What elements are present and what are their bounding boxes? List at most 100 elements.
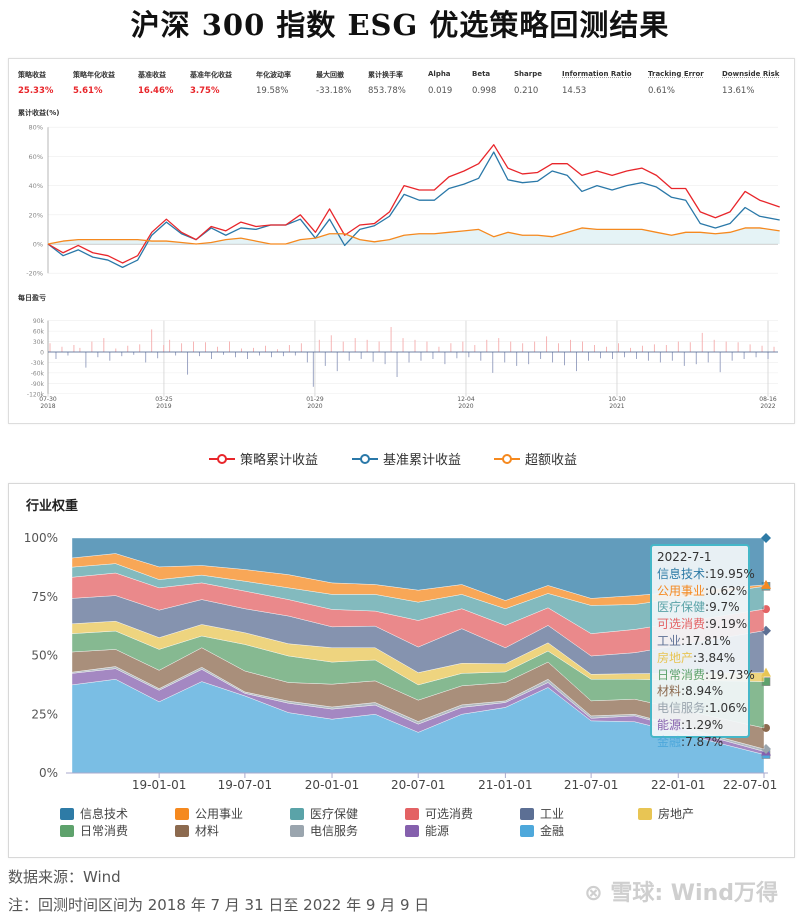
- tooltip-colon: :: [681, 717, 686, 732]
- watermark-text: 雪球: Wind万得: [610, 881, 778, 906]
- legend-label: 策略累计收益: [240, 453, 319, 468]
- legend-item-房地产[interactable]: 房地产: [638, 805, 694, 822]
- legend-label: 基准累计收益: [383, 453, 462, 468]
- legend-item-可选消费[interactable]: 可选消费: [405, 805, 473, 822]
- cumulative-return-label: 累计收益(%): [18, 109, 60, 117]
- x-tick-label: 08-16: [759, 396, 777, 403]
- tooltip-row: 材料:8.94%: [657, 683, 748, 700]
- x-tick-label: 19-07-01: [218, 778, 272, 792]
- marker-diamond-icon: [761, 533, 771, 543]
- legend-label: 工业: [540, 807, 565, 821]
- tooltip-value: 19.73%: [709, 667, 755, 682]
- y-tick-label: 0%: [33, 241, 43, 249]
- y-tick-label: 40%: [29, 182, 43, 190]
- x-tick-year: 2020: [458, 403, 473, 410]
- x-tick-label: 12-04: [457, 396, 475, 403]
- tooltip-series-name: 电信服务: [657, 701, 706, 716]
- footnote: 注：回测时间区间为 2018 年 7 月 31 日至 2022 年 9 月 9 …: [8, 896, 430, 914]
- metric-value: 0.61%: [648, 86, 676, 96]
- legend-item-strategy[interactable]: 策略累计收益: [209, 449, 318, 468]
- tooltip-colon: :: [681, 633, 686, 648]
- legend-item-excess[interactable]: 超额收益: [494, 449, 577, 468]
- tooltip-colon: :: [705, 566, 710, 581]
- legend-swatch-icon: [290, 824, 304, 837]
- legend-item-公用事业[interactable]: 公用事业: [175, 805, 243, 822]
- x-tick-label: 20-07-01: [391, 778, 445, 792]
- tooltip-colon: :: [693, 650, 698, 665]
- legend-item-电信服务[interactable]: 电信服务: [290, 822, 358, 839]
- legend-line-icon: [209, 452, 235, 466]
- tooltip-colon: :: [705, 667, 710, 682]
- y-tick-label: -90k: [31, 381, 45, 388]
- metric-label: Beta: [472, 70, 491, 78]
- legend-item-材料[interactable]: 材料: [175, 822, 219, 839]
- metric-value: 0.019: [428, 86, 453, 96]
- metric-label: 累计换手率: [368, 71, 403, 79]
- data-source: 数据来源：Wind: [8, 868, 121, 886]
- legend-swatch-icon: [520, 824, 534, 837]
- tooltip-value: 9.7%: [709, 600, 740, 615]
- x-tick-year: 2021: [609, 403, 624, 410]
- tooltip-value: 17.81%: [685, 633, 731, 648]
- tooltip-series-name: 日常消费: [657, 667, 706, 682]
- x-tick-label: 03-25: [155, 396, 173, 403]
- metric-value: 13.61%: [722, 86, 755, 96]
- legend-item-benchmark[interactable]: 基准累计收益: [352, 449, 461, 468]
- metric-label: 年化波动率: [256, 71, 291, 79]
- metric-label: Downside Risk: [722, 70, 780, 78]
- tooltip-colon: :: [705, 617, 710, 632]
- metric-label: Sharpe: [514, 70, 542, 78]
- tooltip: 2022-7-1 信息技术:19.95% 公用事业:0.62% 医疗保健:9.7% 可…: [650, 544, 755, 749]
- metric-value: 16.46%: [138, 86, 174, 96]
- x-tick-label: 21-07-01: [564, 778, 618, 792]
- series-line-strategy: [47, 144, 780, 264]
- y-tick-label: 60%: [29, 153, 43, 161]
- x-tick-year: 2022: [760, 403, 775, 410]
- industry-weight-chart: 100% 75% 50% 25% 0% 19-01-01 19-07-01 20-01-01 2…: [24, 531, 778, 792]
- legend-label: 医疗保健: [310, 807, 359, 821]
- cumulative-return-chart: 80% 60% 40% 20% 0% -20%: [26, 124, 780, 278]
- watermark-logo: ⊗ 雪球: Wind万得: [584, 881, 778, 906]
- tooltip-row: 金融:7.87%: [657, 734, 748, 751]
- tooltip-value: 8.94%: [685, 684, 724, 699]
- legend-swatch-icon: [60, 824, 74, 837]
- x-tick-label: 10-10: [608, 396, 626, 403]
- legend-item-日常消费[interactable]: 日常消费: [60, 822, 128, 839]
- x-tick-year: 2020: [307, 403, 322, 410]
- legend-item-金融[interactable]: 金融: [520, 822, 564, 839]
- tooltip-series-name: 工业: [657, 633, 682, 648]
- legend-item-能源[interactable]: 能源: [405, 822, 449, 839]
- metric-value: 5.61%: [73, 86, 103, 96]
- marker-triangle-icon: [761, 579, 771, 589]
- legend-item-医疗保健[interactable]: 医疗保健: [290, 805, 358, 822]
- legend-swatch-icon: [405, 807, 419, 820]
- y-tick-label: 100%: [24, 531, 58, 545]
- metric-label: Alpha: [428, 70, 451, 78]
- marker-triangle-icon: [761, 667, 771, 677]
- tooltip-date: 2022-7-1: [657, 550, 712, 564]
- metric-label: 基准收益: [138, 71, 166, 79]
- legend-label: 超额收益: [525, 453, 578, 468]
- y-tick-label: 30k: [33, 339, 45, 346]
- x-tick-label: 22-01-01: [651, 778, 705, 792]
- legend-label: 材料: [195, 824, 220, 838]
- legend-label: 金融: [540, 824, 565, 838]
- legend-line-icon: [494, 452, 520, 466]
- legend-swatch-icon: [638, 807, 652, 820]
- tooltip-colon: :: [681, 684, 686, 699]
- tooltip-colon: :: [705, 701, 710, 716]
- y-tick-label: 0: [40, 350, 44, 357]
- legend-label: 能源: [425, 824, 450, 838]
- metric-value: 0.210: [514, 86, 539, 96]
- legend-item-工业[interactable]: 工业: [520, 805, 564, 822]
- tooltip-row: 日常消费:19.73%: [657, 667, 755, 684]
- y-tick-label: 20%: [29, 211, 43, 219]
- y-tick-label: -20%: [26, 270, 43, 278]
- metric-label: Tracking Error: [648, 70, 704, 78]
- tooltip-value: 19.95%: [709, 566, 755, 581]
- x-tick-label: 22-07-01: [723, 778, 777, 792]
- legend-swatch-icon: [175, 824, 189, 837]
- metric-value: 19.58%: [256, 86, 289, 96]
- legend-item-信息技术[interactable]: 信息技术: [60, 805, 128, 822]
